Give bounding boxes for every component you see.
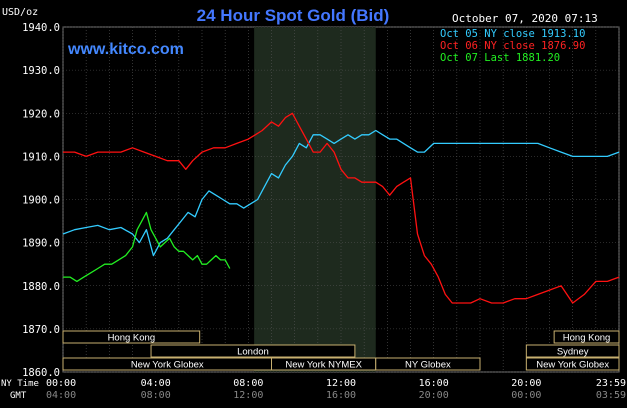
y-tick-label: 1910.0: [22, 151, 60, 163]
session-bar: [150, 344, 356, 358]
session-bar: [62, 330, 201, 344]
session-label: Hong Kong: [108, 333, 156, 344]
gmt-tick-label: 12:00: [233, 390, 263, 401]
ny-tick-label: 08:00: [233, 378, 263, 389]
series-line: [62, 129, 620, 257]
y-tick-label: 1940.0: [22, 22, 60, 34]
gmt-tick-label: 16:00: [326, 390, 356, 401]
ny-tick-label: 20:00: [511, 378, 541, 389]
session-label: New York NYMEX: [285, 360, 362, 371]
session-label: London: [237, 347, 269, 358]
gridlines: [62, 26, 620, 373]
ny-tick-label: 04:00: [141, 378, 171, 389]
session-label: Sydney: [557, 347, 589, 358]
ny-time-label: NY Time: [1, 379, 39, 389]
ny-tick-label: 00:00: [46, 378, 76, 389]
chart-title: 24 Hour Spot Gold (Bid): [197, 6, 390, 25]
gmt-tick-label: 00:00: [511, 390, 541, 401]
session-bars: Hong Kong Hong Kong London Sydney New York G…: [62, 330, 620, 371]
session-label: New York Globex: [131, 360, 204, 371]
site-label: www.kitco.com: [67, 41, 184, 58]
y-tick-label: 1870.0: [22, 324, 60, 336]
y-tick-label: 1890.0: [22, 238, 60, 250]
session-bar: [553, 330, 620, 344]
series-line: [63, 112, 620, 304]
ny-tick-label: 12:00: [326, 378, 356, 389]
y-tick-label: 1930.0: [22, 65, 60, 77]
unit-label: USD/oz: [2, 7, 38, 18]
session-label: New York Globex: [536, 360, 609, 371]
y-tick-label: 1900.0: [22, 195, 60, 207]
y-tick-label: 1860.0: [22, 367, 60, 379]
legend-entry-oct05: Oct 05 NY close 1913.10: [440, 28, 585, 40]
session-label: NY Globex: [405, 360, 451, 371]
shaded-session: [254, 27, 376, 372]
gmt-tick-label: 03:59: [596, 390, 626, 401]
series-line: [63, 211, 231, 283]
legend-entry-oct07: Oct 07 Last 1881.20: [440, 52, 560, 64]
session-bar: [375, 357, 481, 371]
price-lines: [62, 112, 620, 304]
x-axis-labels: 00:0004:0004:0008:0008:0012:0012:0016:00…: [46, 378, 626, 401]
date-label: October 07, 2020 07:13: [452, 12, 598, 25]
gmt-tick-label: 20:00: [419, 390, 449, 401]
gmt-tick-label: 04:00: [46, 390, 76, 401]
gmt-tick-label: 08:00: [141, 390, 171, 401]
y-axis-labels: 1860.0 1870.0 1880.0 1890.0 1900.0 1910.0 1920…: [22, 22, 60, 379]
ny-tick-label: 23:59: [596, 378, 626, 389]
ny-tick-label: 16:00: [419, 378, 449, 389]
y-tick-label: 1920.0: [22, 108, 60, 120]
session-bar: [525, 357, 620, 371]
legend: Oct 05 NY close 1913.10 Oct 06 NY close …: [440, 28, 585, 64]
session-label: Hong Kong: [563, 333, 611, 344]
gmt-label: GMT: [10, 391, 27, 401]
legend-entry-oct06: Oct 06 NY close 1876.90: [440, 40, 585, 52]
session-bar: [525, 344, 620, 358]
y-tick-label: 1880.0: [22, 281, 60, 293]
